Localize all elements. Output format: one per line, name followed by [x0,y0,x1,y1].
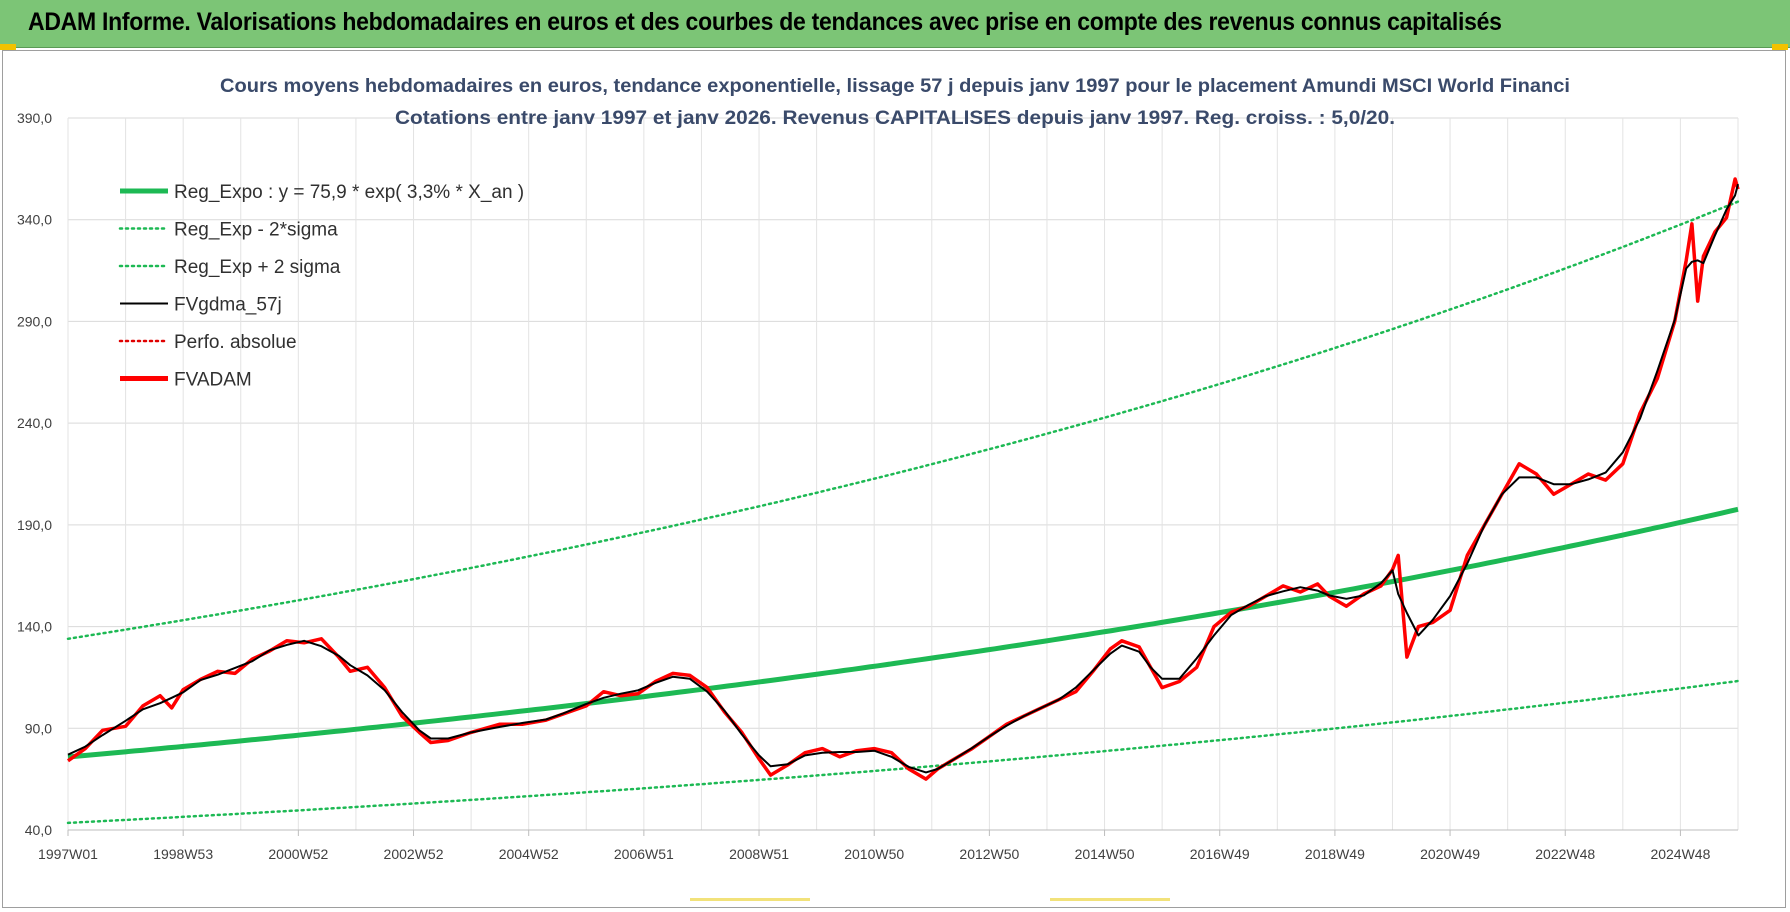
x-tick-label: 2004W52 [499,846,559,862]
y-axis-ticks: 40,0 90,0 140,0 190,0 240,0 290,0 340,0 390,0 [17,110,52,838]
y-tick-label: 190,0 [17,517,52,533]
series-line-0 [67,506,1739,760]
chart-frame [2,50,1786,908]
report-title: ADAM Informe. Valorisations hebdomadaire… [28,8,1502,36]
legend-label: Reg_Exp - 2*sigma [174,220,338,241]
legend-label: Reg_Exp + 2 sigma [174,257,341,278]
y-tick-label: 40,0 [25,822,52,838]
series-line-1 [66,679,1740,825]
x-tick-label: 2016W49 [1190,846,1250,862]
x-tick-label: 1997W01 [38,846,98,862]
legend-label: FVgdma_57j [174,295,282,316]
y-tick-label: 340,0 [17,212,52,228]
chart-subtitle: Cotations entre janv 1997 et janv 2026. … [395,108,1395,129]
x-tick-label: 2006W51 [614,846,674,862]
x-tick-label: 2022W48 [1535,846,1595,862]
x-tick-label: 1998W53 [153,846,213,862]
y-tick-label: 140,0 [17,619,52,635]
x-axis-ticks: 1997W01 1998W53 2000W52 2002W52 2004W52 2006W… [38,830,1711,862]
x-tick-label: 2000W52 [268,846,328,862]
y-tick-label: 90,0 [25,720,52,736]
x-tick-label: 2024W48 [1650,846,1710,862]
x-tick-label: 2014W50 [1075,846,1135,862]
legend-label: Reg_Expo : y = 75,9 * exp( 3,3% * X_an ) [174,182,524,203]
x-tick-label: 2012W50 [959,846,1019,862]
x-tick-label: 2020W49 [1420,846,1480,862]
chart-series [66,177,1740,825]
x-tick-label: 2018W49 [1305,846,1365,862]
x-tick-label: 2008W51 [729,846,789,862]
y-tick-label: 390,0 [17,110,52,126]
deco-bar [690,898,810,901]
corner-mark [1772,44,1788,50]
chart-legend: Reg_Expo : y = 75,9 * exp( 3,3% * X_an )… [118,182,524,391]
x-tick-label: 2002W52 [384,846,444,862]
legend-label: Perfo. absolue [174,332,297,353]
corner-mark [0,44,16,50]
report-banner: ADAM Informe. Valorisations hebdomadaire… [0,0,1790,48]
deco-bar [1050,898,1170,901]
y-tick-label: 290,0 [17,313,52,329]
legend-label: FVADAM [174,370,252,391]
chart-title: Cours moyens hebdomadaires en euros, ten… [220,76,1570,97]
x-tick-label: 2010W50 [844,846,904,862]
series-line-2 [66,200,1740,641]
y-tick-label: 240,0 [17,415,52,431]
series-line-3 [67,183,1739,774]
